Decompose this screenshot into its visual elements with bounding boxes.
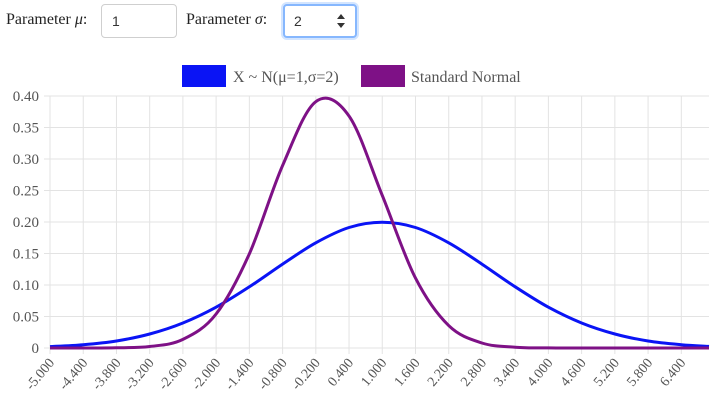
sigma-label-prefix: Parameter (186, 11, 255, 28)
normal-distribution-chart: 00.050.100.150.200.250.300.350.40-5.000-… (13, 65, 710, 393)
x-tick-label: -3.200 (123, 356, 158, 393)
x-tick-label: -0.200 (289, 356, 324, 393)
parameter-controls: Parameter μ: 1 Parameter σ: 2 (0, 0, 716, 48)
y-tick-label: 0.25 (13, 184, 39, 200)
sigma-symbol: σ (254, 11, 263, 28)
mu-input-value: 1 (112, 13, 120, 29)
y-tick-label: 0.10 (13, 278, 39, 294)
x-tick-label: -5.000 (23, 356, 58, 393)
y-tick-label: 0.40 (13, 89, 39, 105)
y-tick-label: 0.30 (13, 152, 39, 168)
series-line (49, 220, 710, 349)
x-tick-label: -3.800 (90, 356, 125, 393)
x-tick-label: 6.400 (658, 356, 690, 390)
x-tick-label: -4.400 (57, 356, 92, 393)
mu-symbol: μ (74, 11, 83, 28)
y-tick-label: 0.05 (13, 310, 39, 326)
series-line (49, 96, 709, 350)
x-tick-label: -2.600 (156, 356, 191, 393)
x-tick-label: 5.800 (624, 356, 656, 390)
legend-label: Standard Normal (411, 69, 521, 86)
x-tick-label: 1.600 (392, 356, 424, 390)
x-tick-label: 0.400 (325, 356, 357, 390)
sigma-label: Parameter σ: (186, 11, 268, 28)
legend-label: X ~ N(μ=1,σ=2) (233, 69, 339, 86)
y-tick-label: 0.15 (13, 247, 39, 263)
x-tick-label: -0.800 (256, 356, 291, 393)
x-tick-label: 2.200 (425, 356, 457, 390)
x-tick-label: 5.200 (591, 356, 623, 390)
chevron-down-icon[interactable] (337, 23, 345, 28)
sigma-input-value: 2 (294, 13, 302, 29)
x-tick-label: 1.000 (359, 356, 391, 390)
y-tick-label: 0.20 (13, 215, 39, 231)
mu-input[interactable]: 1 (101, 4, 177, 38)
sigma-stepper-icon[interactable] (336, 14, 346, 30)
y-tick-label: 0 (32, 341, 40, 357)
chevron-up-icon[interactable] (337, 14, 345, 19)
mu-label-prefix: Parameter (6, 11, 75, 28)
y-tick-label: 0.35 (13, 121, 39, 137)
legend-swatch (361, 65, 405, 87)
x-tick-label: 2.800 (458, 356, 490, 390)
x-tick-label: 4.600 (558, 356, 590, 390)
x-tick-label: -1.400 (223, 356, 258, 393)
x-tick-label: 3.400 (492, 356, 524, 390)
x-tick-label: -2.000 (189, 356, 224, 393)
legend-swatch (182, 65, 226, 87)
mu-label: Parameter μ: (6, 11, 88, 28)
x-tick-label: 4.000 (525, 356, 557, 390)
sigma-input[interactable]: 2 (283, 4, 357, 38)
